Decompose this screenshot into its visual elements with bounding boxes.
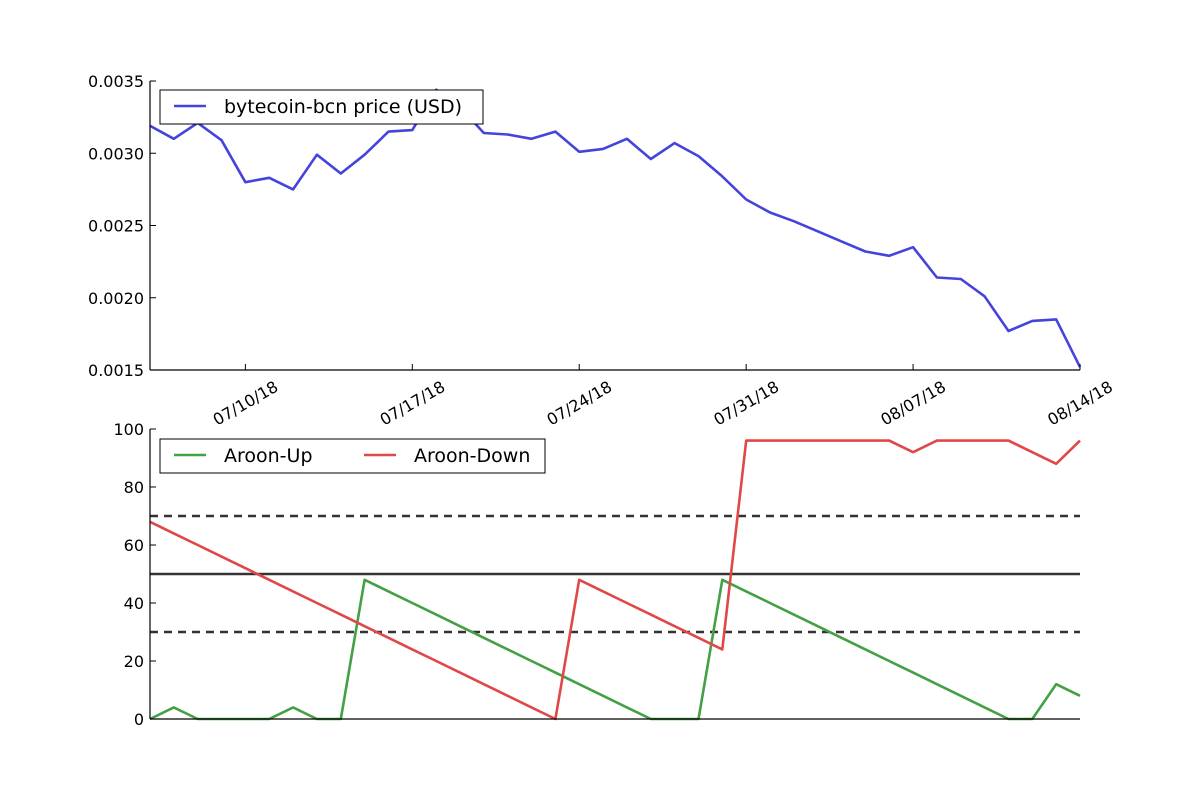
aroon-chart: 0 20 40 60 80 100 Aroon-Up Aroon-Down: [113, 420, 1081, 729]
aroon-down-line: [149, 439, 1081, 721]
aroon-reference-lines: [150, 514, 1080, 634]
price-x-tick-label: 07/10/18: [210, 377, 282, 429]
aroon-legend-box: [159, 438, 546, 474]
price-series-line: [149, 88, 1082, 368]
aroon-legend: Aroon-Up Aroon-Down: [159, 438, 546, 474]
aroon-y-tick-label: 100: [113, 420, 144, 439]
price-x-tick-label: 07/24/18: [543, 377, 615, 429]
aroon-y-tick-label: 20: [124, 652, 144, 671]
price-y-tick-label: 0.0030: [88, 144, 144, 163]
aroon-plot-area: [149, 439, 1081, 721]
price-y-tick-label: 0.0035: [88, 72, 144, 91]
price-legend-label: bytecoin-bcn price (USD): [224, 96, 462, 118]
price-x-tick-label: 07/17/18: [377, 377, 449, 429]
price-legend: bytecoin-bcn price (USD): [159, 89, 484, 125]
price-x-tick-label: 07/31/18: [710, 377, 782, 429]
price-y-tick-label: 0.0020: [88, 289, 144, 308]
aroon-down-legend-label: Aroon-Down: [414, 445, 530, 467]
aroon-axes: 0 20 40 60 80 100: [113, 420, 1080, 729]
price-y-tick-label: 0.0015: [88, 361, 144, 380]
price-legend-box: [159, 89, 484, 125]
aroon-y-tick-label: 40: [124, 594, 144, 613]
price-plot-area: [149, 88, 1082, 368]
price-y-tick-label: 0.0025: [88, 217, 144, 236]
aroon-y-tick-label: 0: [134, 710, 144, 729]
price-axes: 0.0015 0.0020 0.0025 0.0030 0.0035 07/10/18 07…: [88, 72, 1116, 429]
aroon-up-line: [149, 578, 1081, 721]
aroon-up-legend-label: Aroon-Up: [224, 445, 313, 467]
aroon-y-tick-label: 80: [124, 478, 144, 497]
aroon-y-tick-label: 60: [124, 536, 144, 555]
price-x-tick-label: 08/07/18: [877, 377, 949, 429]
price-x-tick-label: 08/14/18: [1044, 377, 1116, 429]
price-chart: 0.0015 0.0020 0.0025 0.0030 0.0035 07/10/18 07…: [88, 72, 1116, 429]
